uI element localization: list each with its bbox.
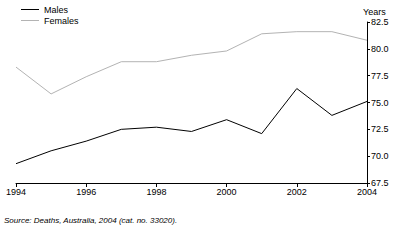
svg-text:82.5: 82.5 — [371, 17, 389, 27]
svg-text:Years: Years — [363, 7, 386, 17]
svg-text:80.0: 80.0 — [371, 44, 389, 54]
svg-text:2000: 2000 — [217, 187, 237, 197]
svg-text:Females: Females — [44, 16, 79, 26]
svg-text:1996: 1996 — [76, 187, 96, 197]
svg-text:Source: Deaths, Australia, 200: Source: Deaths, Australia, 2004 (cat. no… — [4, 216, 177, 225]
svg-text:2004: 2004 — [357, 187, 377, 197]
svg-text:67.5: 67.5 — [371, 178, 389, 188]
svg-text:72.5: 72.5 — [371, 124, 389, 134]
svg-text:77.5: 77.5 — [371, 71, 389, 81]
svg-text:2002: 2002 — [287, 187, 307, 197]
svg-text:75.0: 75.0 — [371, 98, 389, 108]
svg-text:Males: Males — [44, 5, 69, 15]
svg-text:70.0: 70.0 — [371, 151, 389, 161]
svg-text:1994: 1994 — [6, 187, 26, 197]
svg-text:1998: 1998 — [146, 187, 166, 197]
